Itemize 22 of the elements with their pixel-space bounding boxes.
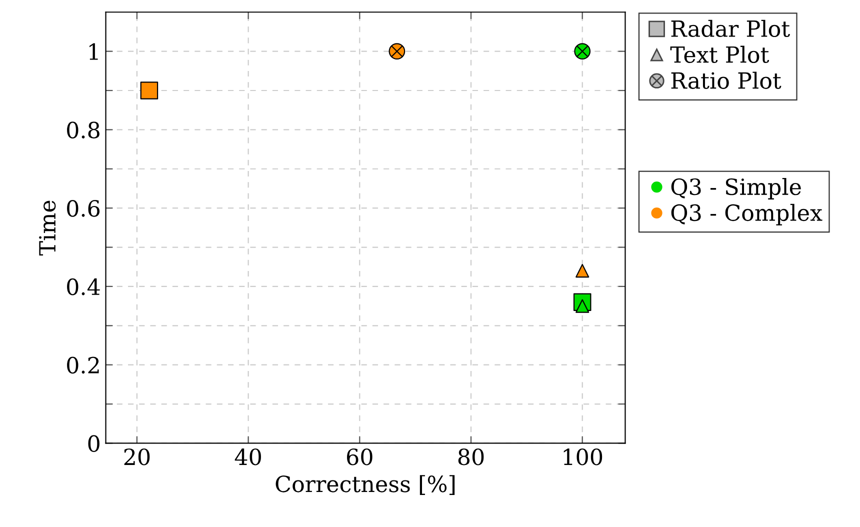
legend-label: Q3 - Complex: [671, 204, 822, 226]
point: [576, 264, 590, 278]
y-tick-label: 0.6: [67, 200, 100, 217]
y-tick-label: 0: [88, 435, 100, 452]
x-tick-label: 60: [347, 448, 372, 466]
text: Text Plot: [670, 46, 770, 63]
x-tick-label: 80: [458, 448, 484, 466]
text: Ratio Plot: [671, 72, 782, 89]
x-tick-label: 20: [124, 448, 150, 466]
x-tick-label: 100: [564, 448, 602, 466]
point: [388, 43, 406, 60]
point: [140, 82, 158, 100]
y-tick-label: 0.2: [67, 356, 99, 374]
y-axis-title: Time: [39, 200, 56, 256]
x-tick-label: 40: [234, 448, 261, 466]
y-tick-label: 0.8: [67, 122, 100, 138]
point: [574, 43, 591, 60]
y-tick-label: 0.4: [67, 278, 100, 296]
x-axis-title: Correctness [%]: [276, 475, 455, 495]
text: Radar Plot: [671, 20, 790, 38]
y-tick-label: 1: [89, 43, 98, 60]
legend-label: Q3 - Simple: [671, 178, 801, 200]
